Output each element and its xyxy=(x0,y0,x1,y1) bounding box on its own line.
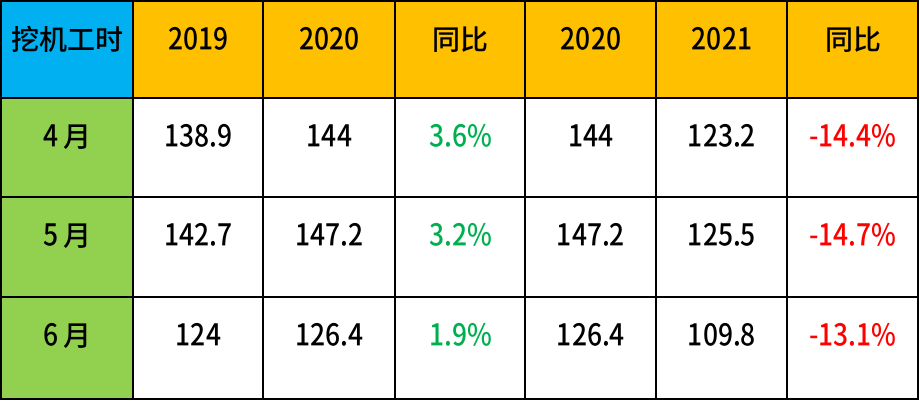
header-cell-yoy-b: 同比 xyxy=(788,2,917,97)
header-cell-2020-b-text: 2020 xyxy=(560,23,620,53)
corner-header-cell: 挖机工时 xyxy=(2,2,132,97)
cell-june-col3-text: 1.9% xyxy=(429,319,492,349)
cell-may-col1-text: 142.7 xyxy=(164,219,232,249)
row-header-april-text: 4月 xyxy=(43,120,90,150)
cell-april-col5-text: 123.2 xyxy=(687,120,755,150)
cell-april-col6-text: -14.4% xyxy=(809,120,896,150)
cell-june-col5: 109.8 xyxy=(657,298,786,398)
header-cell-2020-a-text: 2020 xyxy=(299,23,359,53)
cell-june-col4: 126.4 xyxy=(526,298,655,398)
header-cell-2020-a: 2020 xyxy=(264,2,394,97)
cell-june-col5-text: 109.8 xyxy=(687,319,755,349)
row-header-june: 6月 xyxy=(2,298,132,398)
cell-may-col2: 147.2 xyxy=(264,198,394,296)
cell-may-col3-text: 3.2% xyxy=(429,219,492,249)
row-header-april: 4月 xyxy=(2,99,132,196)
cell-june-col4-text: 126.4 xyxy=(556,319,624,349)
cell-may-col5: 125.5 xyxy=(657,198,786,296)
cell-april-col4-text: 144 xyxy=(568,120,613,150)
cell-april-col5: 123.2 xyxy=(657,99,786,196)
header-cell-2021: 2021 xyxy=(657,2,786,97)
cell-april-col2: 144 xyxy=(264,99,394,196)
cell-may-col6: -14.7% xyxy=(788,198,917,296)
cell-may-col4-text: 147.2 xyxy=(556,219,624,249)
cell-may-col5-text: 125.5 xyxy=(687,219,755,249)
header-cell-yoy-a-text: 同比 xyxy=(432,23,488,53)
cell-april-col3-text: 3.6% xyxy=(429,120,492,150)
cell-june-col2-text: 126.4 xyxy=(295,319,363,349)
header-cell-2021-text: 2021 xyxy=(691,23,751,53)
cell-may-col2-text: 147.2 xyxy=(295,219,363,249)
cell-may-col3: 3.2% xyxy=(396,198,524,296)
cell-june-col2: 126.4 xyxy=(264,298,394,398)
cell-may-col6-text: -14.7% xyxy=(809,219,896,249)
cell-june-col6: -13.1% xyxy=(788,298,917,398)
header-cell-2019-text: 2019 xyxy=(168,23,228,53)
cell-april-col1: 138.9 xyxy=(134,99,262,196)
cell-april-col6: -14.4% xyxy=(788,99,917,196)
cell-april-col1-text: 138.9 xyxy=(164,120,232,150)
header-cell-2019: 2019 xyxy=(134,2,262,97)
header-cell-yoy-a: 同比 xyxy=(396,2,524,97)
row-header-june-text: 6月 xyxy=(43,319,90,349)
cell-april-col2-text: 144 xyxy=(306,120,351,150)
header-cell-yoy-b-text: 同比 xyxy=(825,23,881,53)
cell-june-col3: 1.9% xyxy=(396,298,524,398)
cell-may-col1: 142.7 xyxy=(134,198,262,296)
header-cell-2020-b: 2020 xyxy=(526,2,655,97)
cell-june-col1: 124 xyxy=(134,298,262,398)
cell-april-col4: 144 xyxy=(526,99,655,196)
cell-may-col4: 147.2 xyxy=(526,198,655,296)
cell-april-col3: 3.6% xyxy=(396,99,524,196)
corner-header-cell-text: 挖机工时 xyxy=(11,23,123,53)
cell-june-col1-text: 124 xyxy=(175,319,220,349)
cell-june-col6-text: -13.1% xyxy=(809,319,896,349)
row-header-may: 5月 xyxy=(2,198,132,296)
row-header-may-text: 5月 xyxy=(43,219,90,249)
